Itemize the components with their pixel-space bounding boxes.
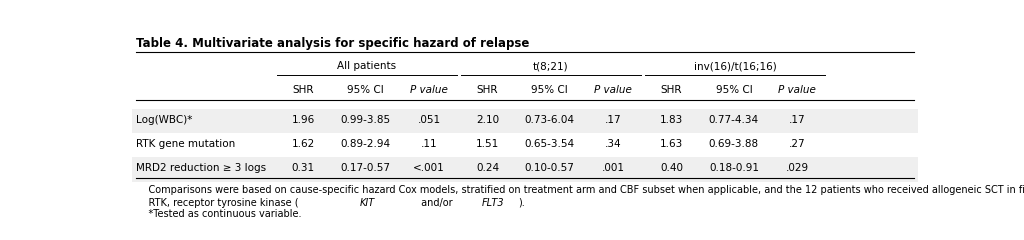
Text: P value: P value bbox=[594, 85, 632, 95]
Text: 95% CI: 95% CI bbox=[531, 85, 568, 95]
Text: FLT3: FLT3 bbox=[481, 198, 504, 208]
Text: and/or: and/or bbox=[419, 198, 456, 208]
Text: 0.31: 0.31 bbox=[292, 163, 315, 173]
Text: Comparisons were based on cause-specific hazard Cox models, stratified on treatm: Comparisons were based on cause-specific… bbox=[136, 185, 1024, 195]
Text: .27: .27 bbox=[790, 139, 806, 149]
Text: 0.17-0.57: 0.17-0.57 bbox=[341, 163, 391, 173]
Text: 0.40: 0.40 bbox=[660, 163, 683, 173]
Text: 2.10: 2.10 bbox=[476, 115, 499, 125]
Text: ).: ). bbox=[519, 198, 525, 208]
Text: 0.24: 0.24 bbox=[476, 163, 499, 173]
Text: 0.99-3.85: 0.99-3.85 bbox=[341, 115, 391, 125]
Text: 1.96: 1.96 bbox=[292, 115, 315, 125]
Text: 0.10-0.57: 0.10-0.57 bbox=[525, 163, 574, 173]
Text: .17: .17 bbox=[605, 115, 622, 125]
Text: 0.65-3.54: 0.65-3.54 bbox=[524, 139, 574, 149]
Text: 95% CI: 95% CI bbox=[347, 85, 384, 95]
Text: 1.51: 1.51 bbox=[476, 139, 499, 149]
Text: .17: .17 bbox=[790, 115, 806, 125]
Text: <.001: <.001 bbox=[414, 163, 445, 173]
Text: KIT: KIT bbox=[359, 198, 375, 208]
Text: t(8;21): t(8;21) bbox=[534, 61, 568, 71]
Bar bbox=[132, 157, 918, 182]
Text: 1.63: 1.63 bbox=[660, 139, 683, 149]
Text: MRD2 reduction ≥ 3 logs: MRD2 reduction ≥ 3 logs bbox=[136, 163, 266, 173]
Text: 1.62: 1.62 bbox=[292, 139, 315, 149]
Bar bbox=[132, 133, 918, 158]
Bar bbox=[132, 109, 918, 134]
Text: SHR: SHR bbox=[293, 85, 314, 95]
Text: inv(16)/t(16;16): inv(16)/t(16;16) bbox=[693, 61, 776, 71]
Text: .001: .001 bbox=[602, 163, 625, 173]
Text: P value: P value bbox=[411, 85, 449, 95]
Text: .11: .11 bbox=[421, 139, 437, 149]
Text: 95% CI: 95% CI bbox=[716, 85, 753, 95]
Text: .051: .051 bbox=[418, 115, 440, 125]
Text: 1.83: 1.83 bbox=[660, 115, 683, 125]
Text: .029: .029 bbox=[785, 163, 809, 173]
Text: SHR: SHR bbox=[477, 85, 499, 95]
Text: P value: P value bbox=[778, 85, 816, 95]
Text: 0.89-2.94: 0.89-2.94 bbox=[341, 139, 391, 149]
Text: *Tested as continuous variable.: *Tested as continuous variable. bbox=[136, 209, 301, 219]
Text: Table 4. Multivariate analysis for specific hazard of relapse: Table 4. Multivariate analysis for speci… bbox=[136, 37, 529, 50]
Text: RTK gene mutation: RTK gene mutation bbox=[136, 139, 236, 149]
Text: 0.73-6.04: 0.73-6.04 bbox=[524, 115, 574, 125]
Text: 0.69-3.88: 0.69-3.88 bbox=[709, 139, 759, 149]
Text: Log(WBC)*: Log(WBC)* bbox=[136, 115, 193, 125]
Text: SHR: SHR bbox=[660, 85, 682, 95]
Text: 0.18-0.91: 0.18-0.91 bbox=[709, 163, 759, 173]
Text: All patients: All patients bbox=[337, 61, 396, 71]
Text: RTK, receptor tyrosine kinase (: RTK, receptor tyrosine kinase ( bbox=[136, 198, 299, 208]
Text: 0.77-4.34: 0.77-4.34 bbox=[709, 115, 759, 125]
Text: .34: .34 bbox=[605, 139, 622, 149]
